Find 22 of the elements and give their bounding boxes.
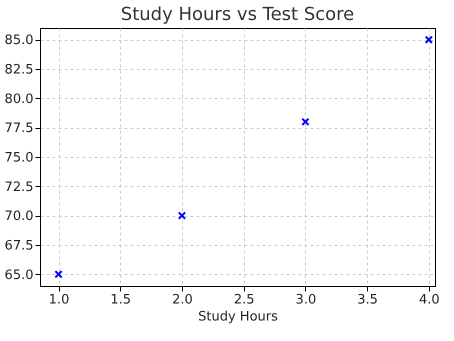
- x-axis-title: Study Hours: [198, 310, 278, 324]
- point: [301, 118, 310, 126]
- y-tick-label: 75.0: [4, 150, 34, 166]
- y-tick-label: 65.0: [4, 268, 34, 283]
- chart-title: Study Hours vs Test Score: [120, 4, 354, 25]
- y-tick-label: 70.0: [4, 209, 34, 224]
- y-tick-label: 72.5: [4, 180, 34, 195]
- y-tick-label: 82.5: [4, 62, 34, 78]
- x-tick-label: 1.0: [48, 292, 70, 308]
- x-tick-label: 2.5: [234, 292, 255, 308]
- x-tick-label: 1.5: [110, 292, 132, 308]
- x-tick-label: 4.0: [418, 292, 440, 308]
- point: [54, 270, 63, 278]
- y-tick-label: 67.5: [4, 238, 34, 254]
- x-tick-label: 2.0: [172, 292, 193, 308]
- y-tick-label: 80.0: [4, 92, 34, 107]
- x-tick-label: 3.0: [296, 292, 316, 308]
- y-tick-label: 85.0: [4, 33, 34, 48]
- point: [178, 211, 186, 220]
- x-tick-label: 3.5: [357, 292, 378, 308]
- point: [424, 36, 433, 44]
- y-tick-label: 77.5: [4, 121, 34, 136]
